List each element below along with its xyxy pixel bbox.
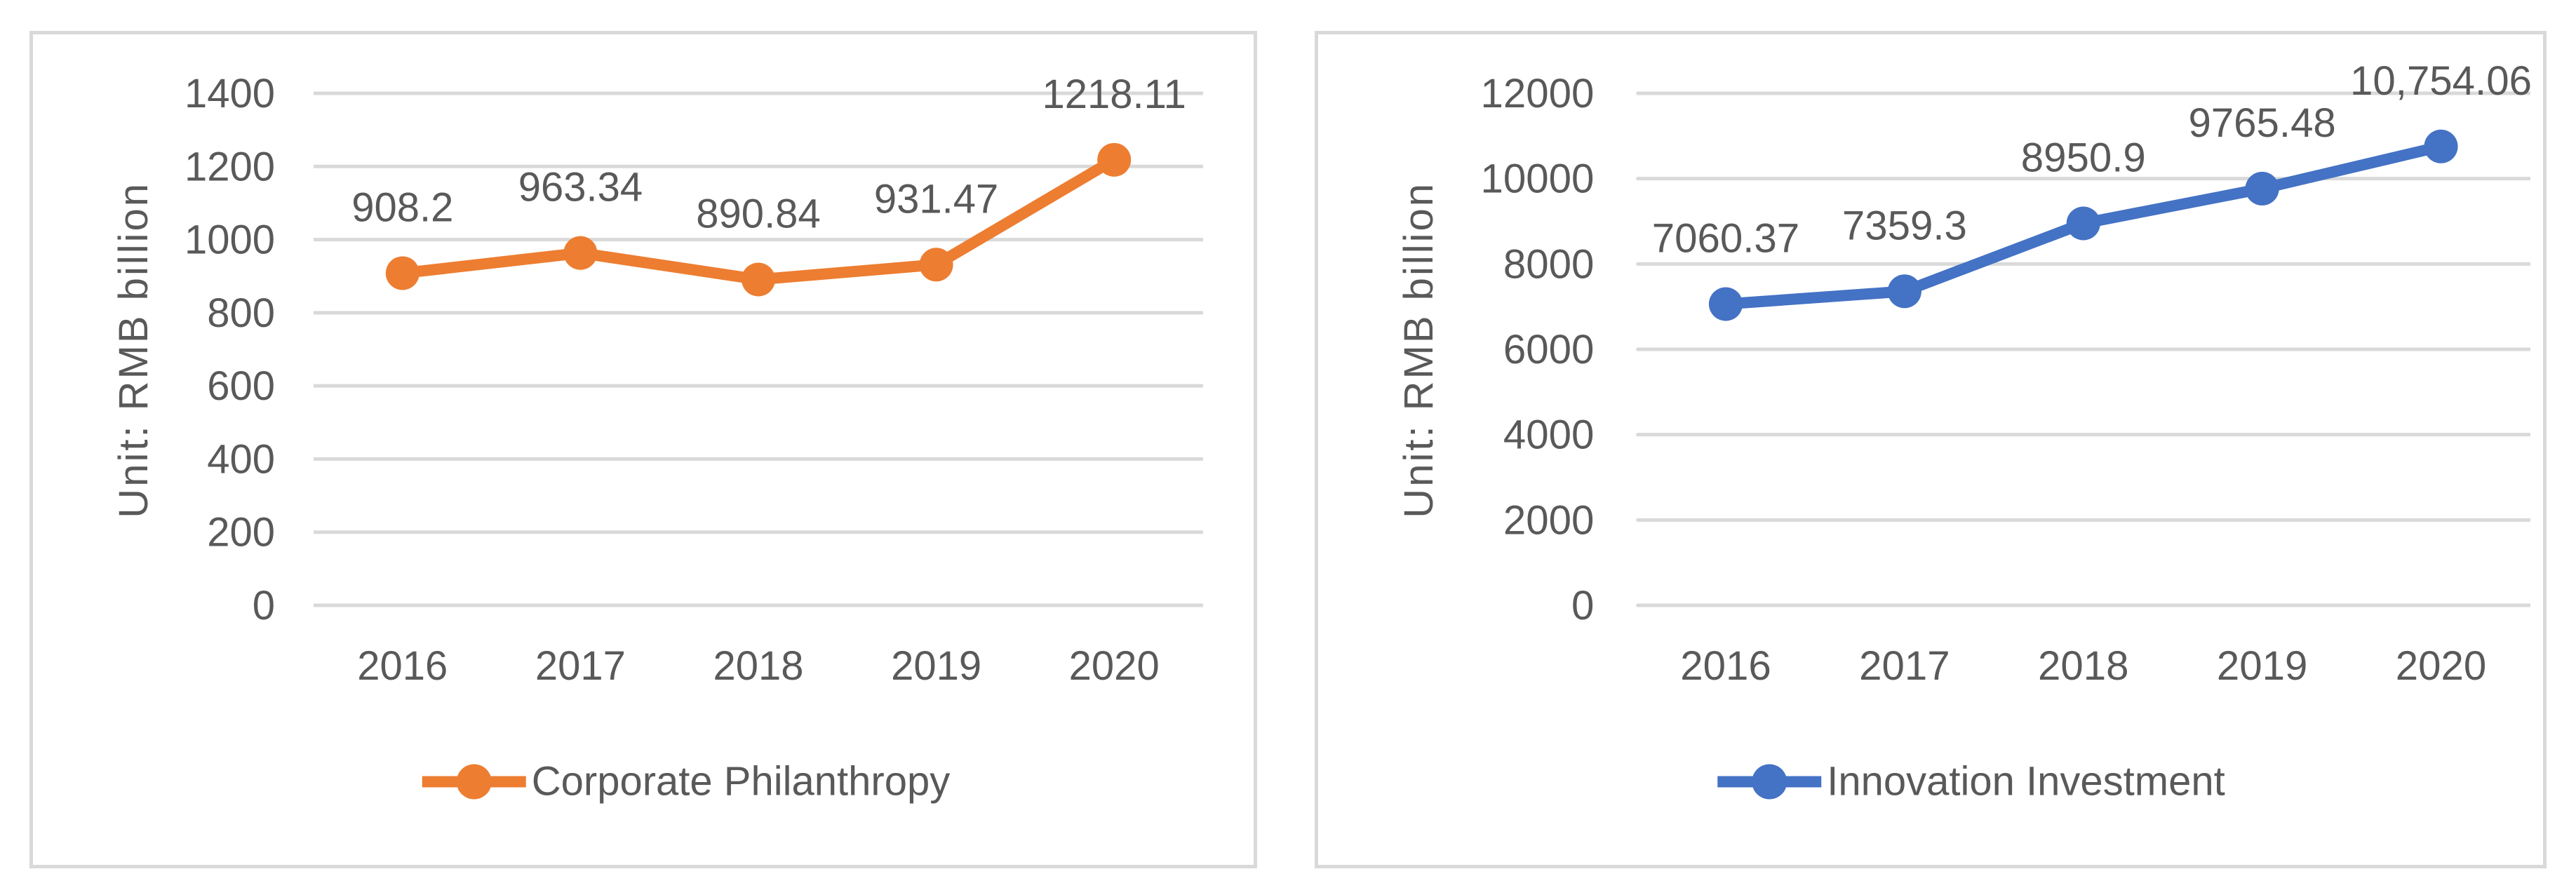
legend-label: Innovation Investment: [1827, 758, 2225, 805]
y-tick-label: 2000: [1503, 497, 1594, 543]
data-label: 963.34: [518, 165, 643, 210]
y-tick-label: 200: [207, 510, 275, 556]
chart-area: 0 200 400 600 800 1000 1200 1400 2016 2017 2018 201…: [33, 34, 1254, 865]
x-category-label: 2016: [1680, 643, 1771, 689]
y-tick-label: 4000: [1503, 412, 1594, 458]
data-label: 9765.48: [2188, 100, 2335, 146]
y-tick-label: 10000: [1481, 156, 1595, 202]
legend-line-marker-icon: [422, 764, 526, 799]
data-point-marker: [2245, 171, 2279, 206]
x-category-label: 2020: [1069, 643, 1160, 689]
data-label: 8950.9: [2021, 135, 2146, 181]
data-label: 10,754.06: [2350, 58, 2532, 104]
data-point-marker: [2066, 206, 2100, 241]
data-point-marker: [1708, 287, 1743, 321]
y-tick-label: 400: [207, 436, 275, 482]
legend: Innovation Investment: [1716, 758, 2225, 805]
legend-dot: [456, 764, 492, 799]
line-chart-innovation-investment: 0 2000 4000 6000 8000 10000 12000 2016 2017 2018 2…: [1481, 58, 2532, 689]
data-point-marker: [919, 248, 953, 282]
x-category-label: 2019: [2217, 643, 2307, 689]
data-label: 890.84: [696, 191, 820, 236]
data-label: 1218.11: [1042, 72, 1186, 117]
x-category-label: 2019: [891, 643, 981, 689]
y-tick-label: 6000: [1503, 327, 1594, 372]
line-chart-corporate-philanthropy: 0 200 400 600 800 1000 1200 1400 2016 2017 2018 201…: [185, 71, 1203, 689]
y-tick-label: 1400: [185, 71, 275, 116]
data-point-marker: [563, 236, 598, 270]
y-tick-label: 0: [1571, 583, 1594, 628]
legend-dot: [1752, 764, 1787, 799]
y-tick-label: 1200: [185, 144, 275, 189]
y-tick-label: 0: [253, 583, 275, 628]
data-point-marker: [2424, 129, 2458, 163]
legend-line-marker-icon: [1717, 764, 1822, 799]
y-tick-label: 600: [207, 363, 275, 409]
data-point-marker: [1887, 274, 1921, 309]
data-label: 7060.37: [1652, 216, 1799, 262]
x-category-label: 2018: [2038, 643, 2128, 689]
chart-panel-corporate-philanthropy: 0 200 400 600 800 1000 1200 1400 2016 2017 2018 201…: [29, 31, 1257, 868]
x-category-label: 2018: [713, 643, 803, 689]
chart-panel-innovation-investment: 0 2000 4000 6000 8000 10000 12000 2016 2017 2018 2…: [1315, 31, 2547, 868]
x-category-label: 2017: [1859, 643, 1950, 689]
x-category-label: 2017: [535, 643, 626, 689]
data-point-marker: [385, 256, 420, 290]
y-tick-label: 800: [207, 290, 275, 336]
data-label: 931.47: [874, 176, 998, 222]
data-point-marker: [742, 262, 775, 297]
data-point-marker: [1097, 142, 1132, 177]
chart-area: 0 2000 4000 6000 8000 10000 12000 2016 2017 2018 2…: [1318, 34, 2543, 865]
x-category-label: 2020: [2396, 643, 2486, 689]
data-label: 908.2: [351, 184, 453, 230]
legend: Corporate Philanthropy: [421, 758, 950, 805]
y-tick-label: 12000: [1481, 71, 1595, 116]
data-label: 7359.3: [1842, 203, 1967, 248]
legend-label: Corporate Philanthropy: [531, 758, 951, 805]
x-category-label: 2016: [357, 643, 448, 689]
y-tick-label: 8000: [1503, 241, 1594, 287]
y-tick-label: 1000: [185, 217, 275, 263]
